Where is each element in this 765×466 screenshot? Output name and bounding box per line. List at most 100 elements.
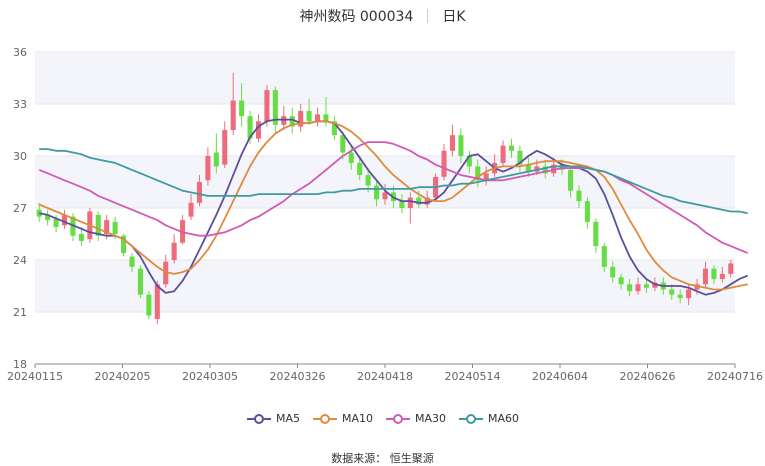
candle-body [618, 277, 624, 285]
y-tick-label: 24 [13, 254, 27, 267]
candle [483, 166, 489, 186]
candle-body [45, 214, 51, 221]
legend-marker-dot [319, 413, 330, 424]
legend-item-ma5[interactable]: MA5 [246, 412, 300, 425]
candle-body [449, 135, 455, 151]
candle-body [239, 100, 245, 117]
candle [407, 192, 413, 224]
candle-body [627, 284, 633, 292]
candle-body [213, 152, 219, 167]
candle-body [719, 273, 725, 280]
candle [196, 175, 202, 207]
candle [95, 211, 101, 241]
legend-marker [312, 413, 337, 424]
candle-body [272, 90, 278, 125]
ma10-line [38, 120, 748, 291]
y-tick-label: 21 [13, 306, 27, 319]
candle-body [61, 214, 68, 226]
ma30-line [38, 141, 749, 254]
candle-body [500, 145, 506, 163]
ma60-line [39, 148, 748, 215]
legend-label: MA5 [275, 412, 300, 425]
legend: MA5 MA10 MA30 MA60 [0, 412, 765, 428]
candle-body [483, 173, 489, 181]
y-tick-label: 30 [13, 150, 27, 163]
legend-item-ma60[interactable]: MA60 [458, 412, 519, 425]
candle-body [686, 289, 692, 299]
ma5-line [39, 118, 749, 296]
candle-body [306, 110, 312, 122]
plot-band [35, 208, 735, 260]
candle [643, 279, 649, 293]
candle-body [702, 268, 709, 285]
candle-body [416, 197, 422, 205]
candle [374, 180, 380, 207]
candle-body [635, 284, 641, 292]
candle-body [331, 121, 337, 136]
candle-body [121, 235, 127, 254]
y-tick-label: 36 [13, 46, 27, 59]
candle-body [517, 150, 523, 165]
y-tick-label: 27 [13, 202, 27, 215]
candle-body [424, 197, 430, 205]
x-tick-label: 20240326 [270, 370, 326, 383]
y-tick-label: 18 [13, 358, 27, 371]
candle [188, 194, 194, 221]
candle-body [104, 220, 110, 234]
candle-body [247, 116, 253, 139]
stock-name-code: 神州数码 000034 [299, 9, 414, 25]
candle-body [357, 162, 363, 176]
candle [458, 128, 464, 163]
candle [272, 86, 278, 134]
x-tick-label: 20240205 [95, 370, 151, 383]
candle-body [728, 263, 734, 274]
candle [719, 266, 725, 283]
candle [441, 143, 447, 181]
candle [222, 121, 228, 169]
x-tick-label: 20240716 [707, 370, 763, 383]
candle [171, 234, 177, 264]
candle [298, 104, 304, 132]
legend-marker-dot [393, 413, 403, 424]
candle [568, 166, 574, 198]
candle-body [315, 114, 321, 122]
candle [525, 157, 531, 177]
legend-marker-dot [253, 413, 264, 424]
candle-body [610, 266, 616, 278]
moving-average-lines [38, 118, 749, 296]
candle [331, 116, 337, 141]
chart-title: 神州数码 000034 日K [0, 6, 765, 26]
x-tick-label: 20240115 [7, 370, 63, 383]
candle-body [298, 110, 304, 127]
candle [45, 209, 51, 226]
candle [610, 261, 616, 283]
legend-label: MA10 [341, 412, 373, 425]
x-tick-label: 20240305 [182, 370, 238, 383]
candle-body [340, 135, 346, 153]
legend-item-ma10[interactable]: MA10 [312, 412, 373, 425]
candle [230, 72, 236, 136]
candle-body [129, 256, 135, 267]
candle-body [323, 114, 329, 122]
candle [340, 131, 346, 160]
candle [576, 185, 582, 208]
candle-body [78, 234, 84, 241]
candle-body [466, 156, 472, 167]
candle [129, 253, 135, 273]
candle-body [711, 268, 717, 280]
candle-body [222, 130, 228, 165]
candle [508, 138, 515, 158]
candle-body [230, 100, 236, 130]
legend-marker [459, 413, 484, 424]
x-tick-label: 20240514 [445, 370, 501, 383]
candle-body [576, 190, 582, 202]
legend-item-ma30[interactable]: MA30 [385, 412, 446, 425]
candle-body [399, 201, 405, 208]
legend-marker-dot [466, 413, 477, 424]
legend-marker [386, 413, 410, 424]
candle [205, 147, 211, 186]
candle-body [643, 284, 649, 288]
candle [593, 218, 599, 254]
candle [466, 150, 472, 174]
